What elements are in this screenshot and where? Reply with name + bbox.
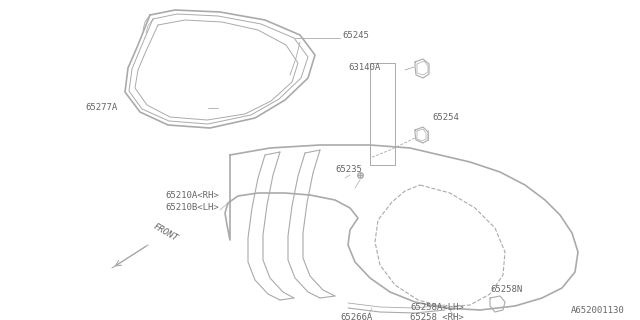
Text: 65245: 65245 bbox=[342, 30, 369, 39]
Text: FRONT: FRONT bbox=[152, 222, 180, 243]
Text: A652001130: A652001130 bbox=[572, 306, 625, 315]
Text: 63140A: 63140A bbox=[348, 63, 380, 73]
Text: 65277A: 65277A bbox=[85, 103, 117, 113]
Text: 65210B<LH>: 65210B<LH> bbox=[165, 203, 219, 212]
Text: 65258 <RH>: 65258 <RH> bbox=[410, 314, 464, 320]
Text: 65266A: 65266A bbox=[340, 314, 372, 320]
Text: 65235: 65235 bbox=[335, 165, 362, 174]
Text: 65210A<RH>: 65210A<RH> bbox=[165, 190, 219, 199]
Text: 65258N: 65258N bbox=[490, 285, 522, 294]
Text: 65258A<LH>: 65258A<LH> bbox=[410, 303, 464, 313]
Text: 65254: 65254 bbox=[432, 114, 459, 123]
